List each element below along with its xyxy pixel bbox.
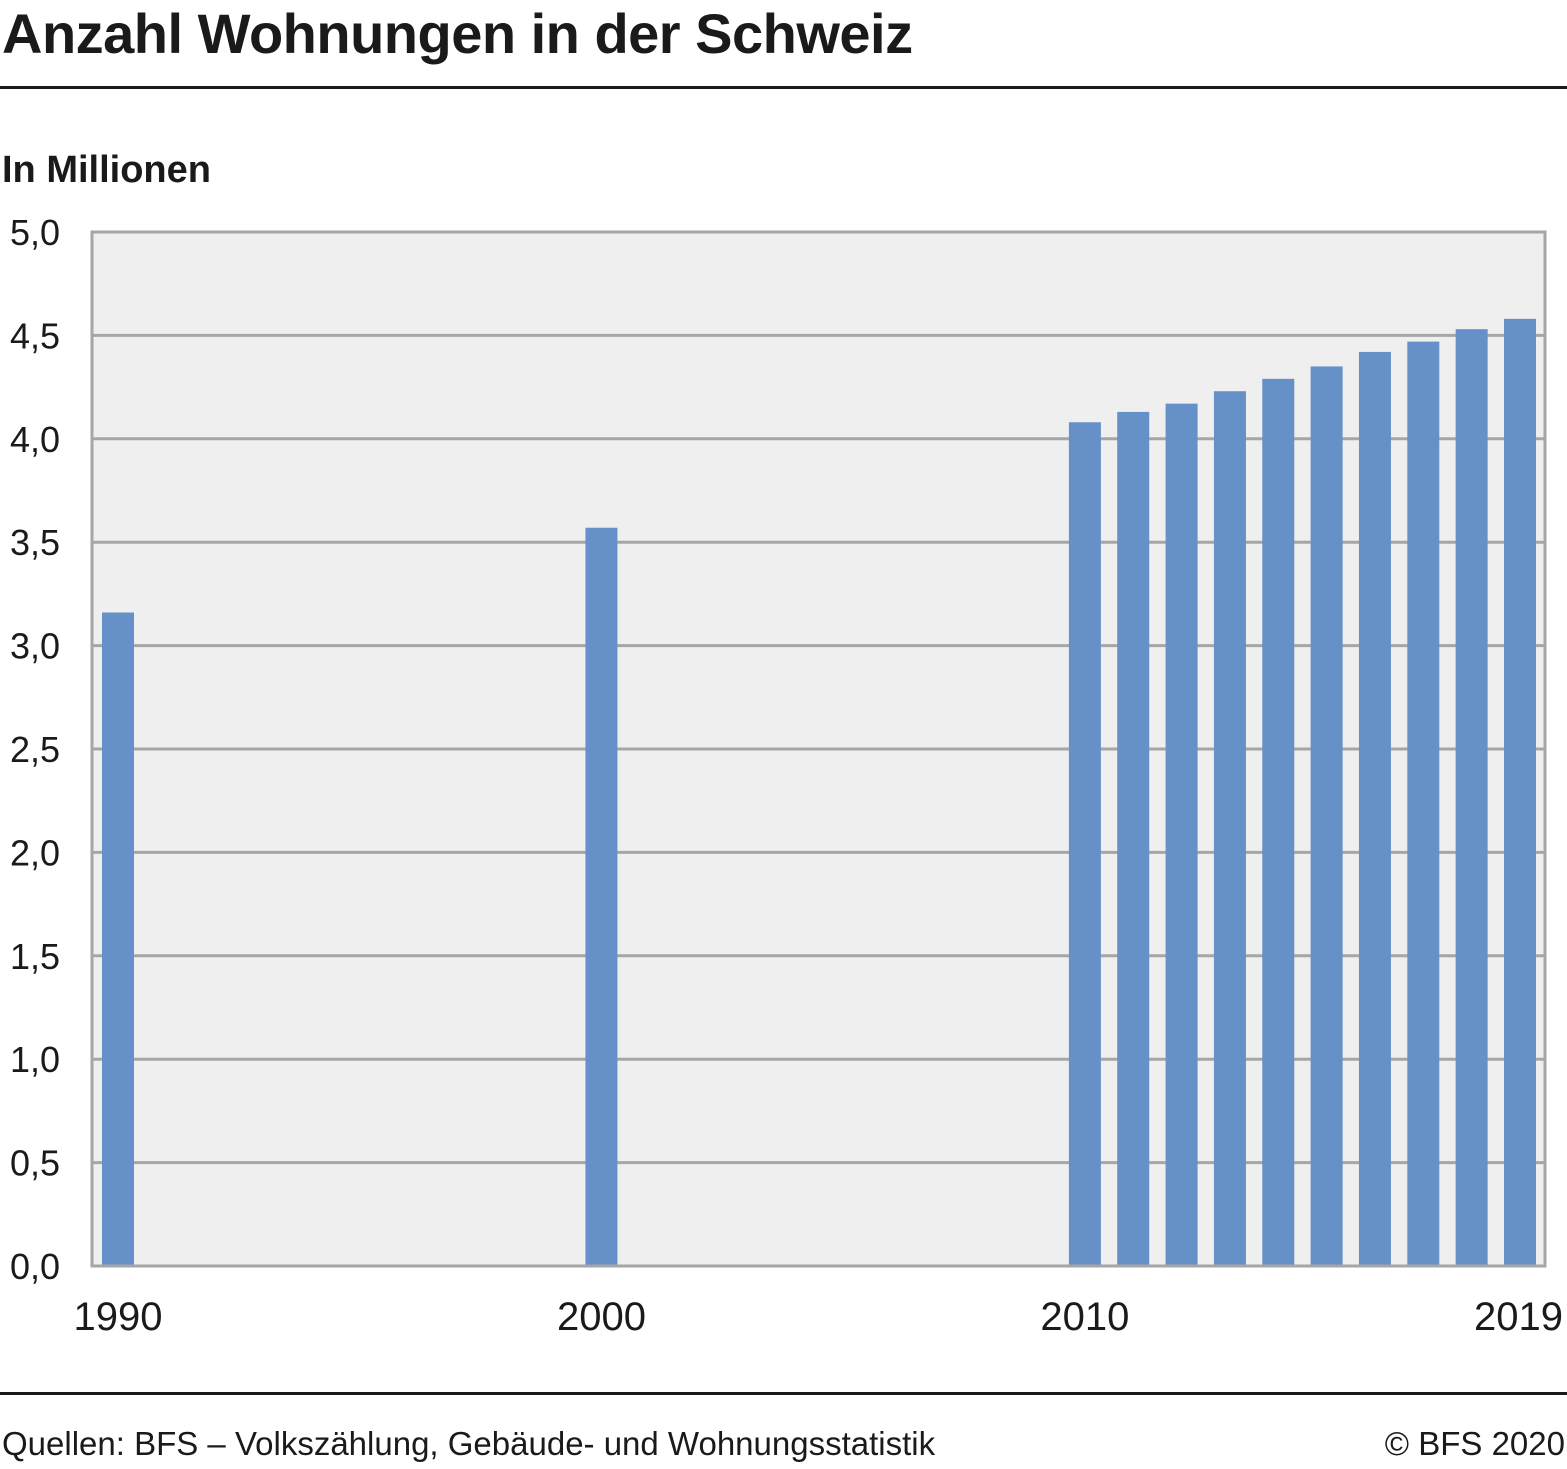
y-tick-label: 4,0 [10, 419, 60, 460]
bar-2016 [1358, 351, 1391, 1267]
y-tick-label: 5,0 [10, 212, 60, 253]
y-tick-label: 3,5 [10, 522, 60, 563]
bar-2012 [1165, 403, 1198, 1266]
x-tick-label: 2000 [557, 1295, 646, 1339]
bars [102, 318, 1536, 1267]
bar-2011 [1117, 411, 1150, 1266]
y-tick-label: 4,5 [10, 315, 60, 356]
x-tick-label: 2010 [1040, 1295, 1129, 1339]
chart-title: Anzahl Wohnungen in der Schweiz [2, 2, 913, 65]
bar-2000 [585, 527, 618, 1266]
bar-2019 [1504, 318, 1536, 1266]
plot-frame [90, 230, 1547, 1268]
title-divider [0, 86, 1567, 89]
bar-1990 [102, 612, 134, 1266]
y-tick-label: 1,5 [10, 936, 60, 977]
x-tick-label: 2019 [1474, 1295, 1563, 1339]
bar-2014 [1262, 378, 1295, 1266]
y-tick-label: 3,0 [10, 626, 60, 667]
y-tick-label: 0,0 [10, 1246, 60, 1287]
bar-2013 [1213, 391, 1246, 1267]
source-note: Quellen: BFS – Volkszählung, Gebäude- un… [2, 1425, 936, 1462]
bar-2017 [1407, 341, 1440, 1266]
y-tick-label: 2,0 [10, 832, 60, 873]
y-tick-label: 1,0 [10, 1039, 60, 1080]
y-tick-label: 2,5 [10, 729, 60, 770]
bar-2010 [1068, 422, 1101, 1266]
bar-2015 [1310, 366, 1343, 1266]
footer-divider [0, 1392, 1567, 1395]
bar-2018 [1455, 329, 1488, 1266]
copyright-note: © BFS 2020 [1384, 1425, 1565, 1462]
y-tick-label: 0,5 [10, 1143, 60, 1184]
x-tick-labels: 1990 2000 2010 2019 [74, 1295, 1563, 1339]
x-tick-label: 1990 [74, 1295, 163, 1339]
y-tick-labels: 0,0 0,5 1,0 1,5 2,0 2,5 3,0 3,5 4,0 4,5 5,0 [10, 212, 60, 1287]
bar-chart: 0,0 0,5 1,0 1,5 2,0 2,5 3,0 3,5 4,0 4,5 5,0 1990 20… [10, 212, 1563, 1339]
y-axis-unit-label: In Millionen [2, 149, 211, 191]
